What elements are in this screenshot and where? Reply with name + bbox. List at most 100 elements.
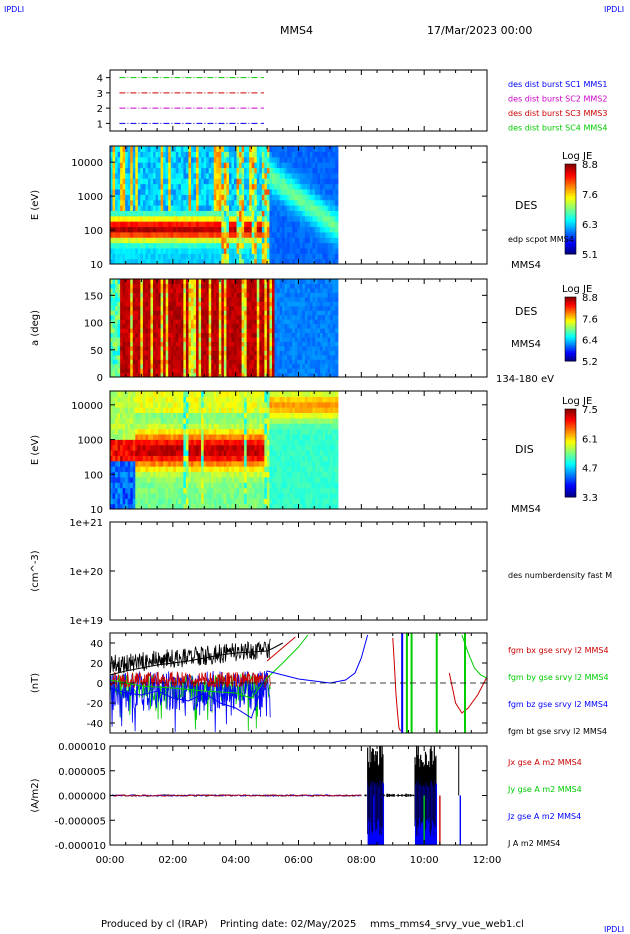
des-energy-cell	[279, 162, 283, 169]
dis-energy-cell	[208, 471, 212, 478]
des-energy-cell	[145, 231, 149, 238]
dis-energy-cell	[160, 417, 164, 424]
dis-energy-cell	[140, 455, 144, 462]
des-pitch-cell	[307, 345, 311, 351]
des-pitch-cell	[299, 296, 303, 302]
des-energy-cell	[241, 231, 245, 238]
des-energy-cell	[145, 237, 149, 244]
des-energy-cell	[165, 194, 169, 201]
des-pitch-cell	[173, 319, 177, 325]
des-energy-cell	[322, 253, 326, 260]
des-energy-cell	[314, 242, 319, 249]
des-energy-cell	[211, 231, 215, 238]
des-pitch-cell	[175, 354, 179, 360]
des-energy-cell	[125, 199, 129, 206]
dis-energy-cell	[158, 396, 162, 403]
des-pitch-cell	[335, 354, 339, 360]
des-energy-cell	[274, 221, 278, 228]
des-pitch-cell	[180, 279, 184, 285]
des-pitch-cell	[140, 301, 144, 307]
des-energy-cell	[168, 247, 172, 254]
des-energy-cell	[249, 167, 253, 174]
des-energy-cell	[251, 253, 255, 260]
des-energy-cell	[256, 199, 260, 206]
des-pitch-cell	[246, 354, 250, 360]
des-pitch-cell	[297, 336, 301, 342]
des-pitch-cell	[274, 372, 278, 377]
des-energy-cell	[216, 194, 220, 201]
des-energy-cell	[127, 199, 131, 206]
des-pitch-cell	[132, 314, 136, 320]
des-pitch-cell	[241, 296, 245, 302]
des-pitch-cell	[282, 310, 286, 316]
des-energy-cell	[284, 178, 288, 185]
des-energy-cell	[140, 151, 144, 158]
des-energy-cell	[251, 247, 255, 254]
dis-energy-cell	[163, 498, 167, 505]
des-pitch-cell	[155, 296, 159, 302]
des-energy-cell	[327, 221, 331, 228]
des-energy-cell	[264, 162, 268, 169]
des-pitch-cell	[117, 354, 121, 360]
des-pitch-cell	[188, 350, 192, 356]
des-pitch-cell	[256, 287, 260, 293]
des-pitch-cell	[294, 319, 298, 325]
dis-energy-cell	[140, 450, 144, 456]
des-pitch-cell	[150, 328, 154, 334]
des-energy-cell	[147, 237, 152, 244]
dis-energy-cell	[127, 476, 131, 483]
des-energy-cell	[188, 167, 192, 174]
des-energy-cell	[183, 258, 187, 264]
des-pitch-colorbar-band	[565, 332, 576, 335]
des-pitch-cell	[190, 287, 195, 293]
des-energy-cell	[175, 162, 179, 169]
dis-energy-cell	[130, 460, 134, 467]
dis-energy-cell	[165, 498, 169, 505]
dis-energy-cell	[170, 407, 174, 414]
des-energy-cell	[312, 226, 316, 233]
dis-energy-cell	[120, 444, 124, 451]
des-energy-cell	[239, 178, 243, 185]
des-energy-colorbar-band	[565, 218, 576, 221]
des-pitch-cell	[269, 283, 273, 289]
des-pitch-cell	[322, 301, 326, 307]
des-energy-cell	[175, 199, 179, 206]
des-energy-cell	[110, 178, 114, 185]
des-pitch-cell	[213, 368, 217, 374]
dis-energy-cell	[147, 439, 152, 446]
des-pitch-cell	[160, 345, 164, 351]
des-pitch-cell	[261, 323, 265, 329]
des-energy-cell	[274, 156, 278, 163]
des-energy-cell	[309, 205, 314, 211]
des-pitch-cell	[213, 314, 217, 320]
dis-energy-cell	[120, 487, 124, 494]
des-pitch-cell	[201, 301, 205, 307]
des-pitch-cell	[244, 372, 248, 377]
des-pitch-cell	[264, 354, 268, 360]
dis-energy-cell	[140, 444, 144, 451]
dis-energy-cell	[142, 396, 147, 403]
des-pitch-cell	[307, 296, 311, 302]
des-pitch-cell	[317, 292, 321, 298]
dis-energy-cell	[198, 433, 202, 440]
des-energy-cell	[178, 178, 182, 185]
des-pitch-cell	[304, 301, 309, 307]
des-pitch-cell	[307, 341, 311, 347]
des-energy-cell	[236, 242, 240, 249]
des-pitch-cell	[147, 359, 152, 365]
des-pitch-cell	[208, 328, 212, 334]
dis-energy-cell	[117, 492, 121, 499]
des-pitch-cell	[282, 319, 286, 325]
dis-energy-cell	[203, 423, 207, 430]
des-pitch-cell	[335, 363, 339, 369]
des-pitch-cell	[271, 310, 276, 316]
des-energy-cell	[201, 188, 205, 195]
des-energy-cell	[299, 231, 303, 238]
des-energy-cell	[299, 199, 303, 206]
des-pitch-cell	[327, 301, 331, 307]
des-pitch-cell	[211, 345, 215, 351]
des-pitch-cell	[175, 341, 179, 347]
des-pitch-cell	[284, 310, 288, 316]
des-energy-cell	[292, 199, 296, 206]
des-energy-cell	[234, 247, 238, 254]
